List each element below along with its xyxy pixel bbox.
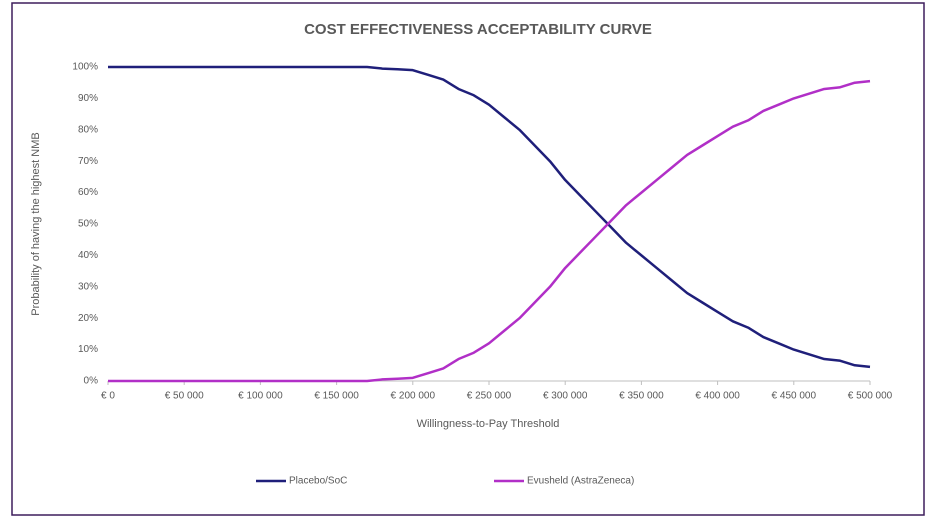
x-tick-label: € 150 000 bbox=[314, 391, 359, 402]
x-axis-title: Willingness-to-Pay Threshold bbox=[417, 418, 560, 430]
legend-label: Evusheld (AstraZeneca) bbox=[527, 476, 634, 487]
x-tick-label: € 200 000 bbox=[391, 391, 436, 402]
x-tick-label: € 50 000 bbox=[165, 391, 204, 402]
y-tick-label: 10% bbox=[78, 344, 98, 355]
y-tick-label: 100% bbox=[72, 62, 98, 73]
chart-frame bbox=[11, 2, 925, 516]
x-tick-label: € 350 000 bbox=[619, 391, 664, 402]
y-tick-label: 30% bbox=[78, 281, 98, 292]
y-tick-label: 0% bbox=[84, 376, 99, 387]
legend-label: Placebo/SoC bbox=[289, 476, 347, 487]
x-tick-label: € 300 000 bbox=[543, 391, 588, 402]
x-tick-label: € 100 000 bbox=[238, 391, 283, 402]
x-tick-label: € 500 000 bbox=[848, 391, 893, 402]
x-tick-label: € 250 000 bbox=[467, 391, 512, 402]
y-tick-label: 60% bbox=[78, 187, 98, 198]
series-line bbox=[108, 79, 871, 383]
y-tick-label: 70% bbox=[78, 156, 98, 167]
chart-title: COST EFFECTIVENESS ACCEPTABILITY CURVE bbox=[304, 21, 652, 38]
y-axis-title: Probability of having the highest NMB bbox=[30, 132, 42, 315]
y-tick-label: 20% bbox=[78, 313, 98, 324]
y-tick-label: 90% bbox=[78, 93, 98, 104]
y-tick-label: 40% bbox=[78, 250, 98, 261]
x-tick-label: € 0 bbox=[101, 391, 115, 402]
y-tick-label: 80% bbox=[78, 124, 98, 135]
series-line bbox=[108, 65, 871, 369]
y-tick-label: 50% bbox=[78, 219, 98, 230]
x-tick-label: € 400 000 bbox=[695, 391, 740, 402]
x-tick-label: € 450 000 bbox=[772, 391, 817, 402]
